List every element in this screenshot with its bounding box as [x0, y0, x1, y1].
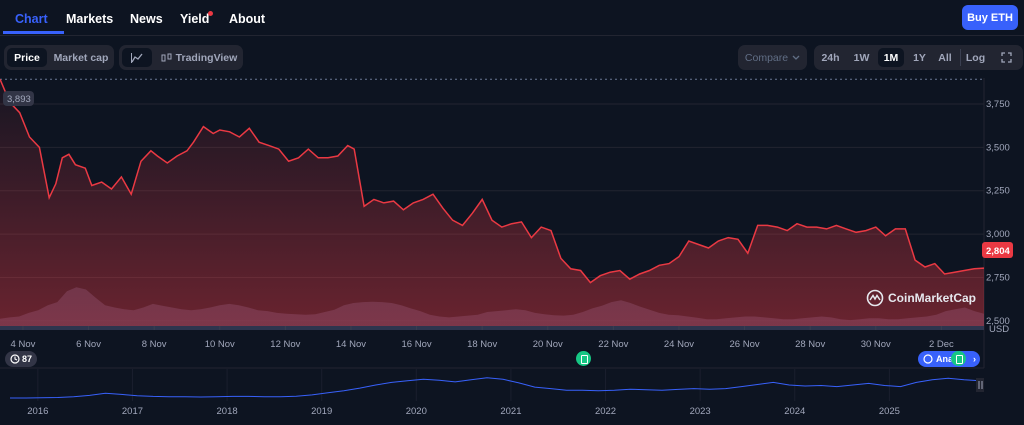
brand-label: CoinMarketCap: [888, 291, 977, 305]
start-price-marker: 3,893: [3, 91, 34, 106]
notification-dot-icon: [208, 11, 213, 16]
x-tick-label-14: 2 Dec: [929, 339, 954, 350]
overview-tick-3: 2019: [311, 406, 332, 417]
fullscreen-button[interactable]: [993, 48, 1019, 67]
price-series-line: [0, 78, 985, 284]
x-tick-label-6: 16 Nov: [402, 339, 432, 350]
range-all[interactable]: All: [938, 51, 952, 64]
buy-eth-button[interactable]: Buy ETH: [962, 5, 1018, 30]
start-price-label: 3,893: [7, 94, 31, 105]
x-tick-label-8: 20 Nov: [533, 339, 563, 350]
y-axis-unit: USD: [989, 324, 1009, 335]
expand-icon: [1000, 52, 1012, 63]
y-axis: 3,750 3,500 3,250 3,000 2,750 2,500: [986, 99, 1010, 327]
overview-tick-7: 2023: [690, 406, 711, 417]
events-pill[interactable]: 87: [5, 351, 37, 367]
candlestick-icon: [161, 53, 172, 61]
market-cap-toggle[interactable]: Market cap: [53, 51, 109, 64]
overview-scroll-handle[interactable]: [976, 378, 984, 392]
range-1w[interactable]: 1W: [853, 51, 870, 64]
overview-tick-5: 2021: [500, 406, 521, 417]
metric-toggle: Price Market cap: [4, 45, 114, 70]
range-1m[interactable]: 1M: [878, 48, 904, 67]
chevron-right-icon: ›: [973, 354, 976, 364]
news-marker-icon[interactable]: [576, 351, 591, 366]
price-area: [0, 79, 984, 326]
price-toggle[interactable]: Price: [7, 48, 47, 67]
analysis-pill[interactable]: Ana ›: [918, 351, 980, 367]
tab-news[interactable]: News: [130, 12, 163, 26]
coinmarketcap-watermark: CoinMarketCap: [866, 289, 976, 307]
x-tick-label-13: 30 Nov: [861, 339, 891, 350]
x-tick-label-5: 14 Nov: [336, 339, 366, 350]
x-tick-label-2: 8 Nov: [142, 339, 167, 350]
x-tick-label-12: 28 Nov: [795, 339, 825, 350]
chevron-down-icon: [792, 55, 800, 60]
y-tick-label-4: 2,750: [986, 272, 1010, 283]
y-tick-label-1: 3,500: [986, 142, 1010, 153]
tradingview-label: TradingView: [175, 51, 238, 64]
cmc-analysis-icon: [923, 354, 933, 364]
tab-chart[interactable]: Chart: [15, 12, 48, 26]
x-tick-label-9: 22 Nov: [598, 339, 628, 350]
current-price-marker: 2,804: [982, 242, 1013, 258]
overview-series-line: [10, 377, 981, 399]
line-chart-button[interactable]: [122, 48, 152, 67]
compare-dropdown[interactable]: Compare: [738, 45, 807, 70]
x-tick-label-7: 18 Nov: [467, 339, 497, 350]
overview-tick-0: 2016: [27, 406, 48, 417]
coinmarketcap-logo-icon: [866, 289, 884, 307]
x-tick-label-10: 24 Nov: [664, 339, 694, 350]
overview-tick-2: 2018: [217, 406, 238, 417]
overview-x-axis: 2016 2017 2018 2019 2020 2021 2022 2023 2024 2025: [27, 406, 900, 417]
tradingview-button[interactable]: TradingView: [159, 48, 239, 67]
x-tick-label-3: 10 Nov: [205, 339, 235, 350]
y-tick-label-3: 3,000: [986, 229, 1010, 240]
chart-style-toggle: TradingView: [119, 45, 243, 70]
x-axis: 4 Nov 6 Nov 8 Nov 10 Nov 12 Nov 14 Nov 16 Nov 1…: [11, 326, 954, 350]
price-chart[interactable]: 3,750 3,500 3,250 3,000 2,750 2,500 USD 4 Nov…: [0, 78, 1024, 425]
news-marker-icon-2[interactable]: [951, 351, 966, 366]
tab-bar: Chart Markets News Yield About Buy ETH: [0, 0, 1024, 36]
line-chart-icon: [131, 52, 143, 63]
x-tick-label-1: 6 Nov: [76, 339, 101, 350]
overview-tick-9: 2025: [879, 406, 900, 417]
overview-tick-1: 2017: [122, 406, 143, 417]
tab-about[interactable]: About: [229, 12, 266, 26]
y-tick-label-0: 3,750: [986, 99, 1010, 110]
overview-tick-8: 2024: [784, 406, 805, 417]
events-count: 87: [21, 354, 32, 364]
current-price-label: 2,804: [986, 246, 1010, 257]
tab-yield[interactable]: Yield: [180, 11, 213, 26]
range-24h[interactable]: 24h: [821, 51, 840, 64]
x-tick-label-0: 4 Nov: [11, 339, 36, 350]
range-divider: [960, 49, 961, 66]
tab-markets[interactable]: Markets: [66, 12, 114, 26]
range-1y[interactable]: 1Y: [913, 51, 926, 64]
history-icon: [10, 354, 20, 364]
x-tick-label-11: 26 Nov: [730, 339, 760, 350]
overview-navigator[interactable]: [0, 369, 984, 425]
y-tick-label-2: 3,250: [986, 186, 1010, 197]
overview-tick-4: 2020: [406, 406, 427, 417]
overview-tick-6: 2022: [595, 406, 616, 417]
x-tick-label-4: 12 Nov: [270, 339, 300, 350]
analysis-label: Ana: [936, 354, 954, 364]
range-selector: 24h 1W 1M 1Y All Log: [814, 45, 1023, 70]
active-tab-indicator: [3, 31, 64, 34]
tab-yield-label: Yield: [180, 12, 210, 26]
compare-label: Compare: [744, 51, 789, 64]
y-tick-label-5: 2,500: [986, 316, 1010, 327]
log-scale-toggle[interactable]: Log: [965, 51, 986, 64]
